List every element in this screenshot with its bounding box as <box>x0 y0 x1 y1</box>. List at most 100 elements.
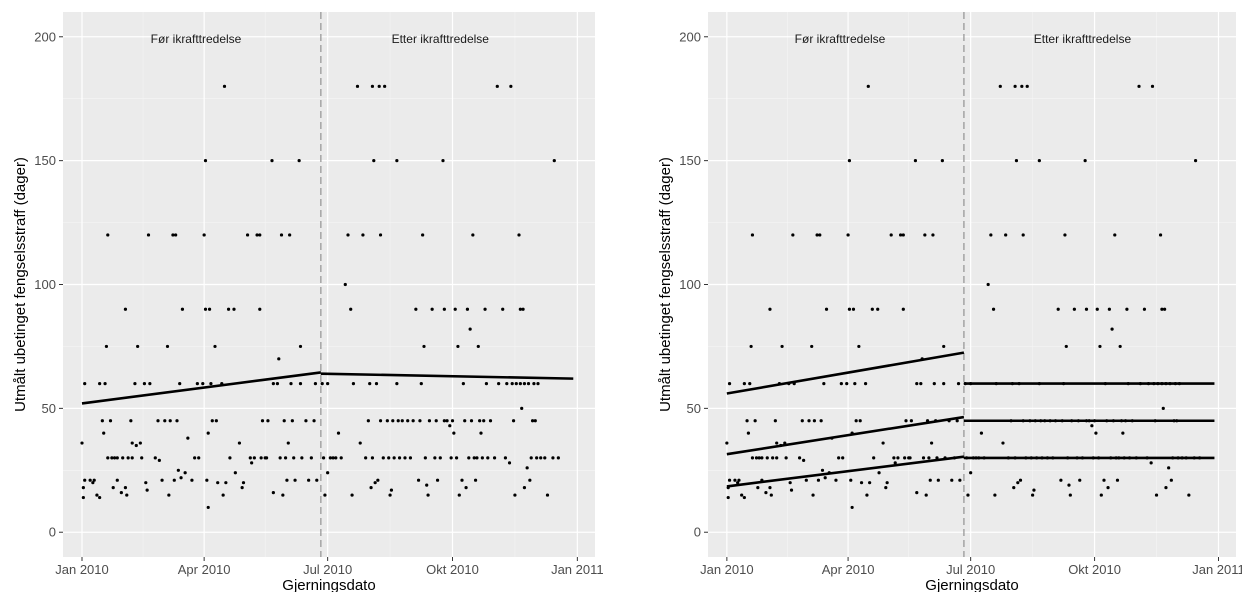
data-point <box>958 478 962 482</box>
data-point <box>433 456 437 460</box>
data-point <box>442 307 446 311</box>
data-point <box>768 307 772 311</box>
data-point <box>289 381 293 386</box>
data-point <box>206 431 210 435</box>
data-point <box>929 441 934 445</box>
data-point <box>126 456 130 460</box>
data-point <box>773 419 777 423</box>
data-point <box>1063 233 1067 237</box>
data-point <box>1098 344 1102 349</box>
fit-line <box>726 351 965 395</box>
data-point <box>1154 493 1159 497</box>
data-point <box>456 344 460 349</box>
data-point <box>784 456 788 460</box>
data-point <box>1016 481 1020 485</box>
data-point <box>195 381 199 386</box>
data-point <box>889 233 893 237</box>
data-point <box>556 456 560 460</box>
data-point <box>180 307 185 311</box>
data-point <box>373 481 377 485</box>
data-point <box>727 478 732 482</box>
data-point <box>374 381 379 386</box>
data-point <box>279 233 284 237</box>
data-point <box>1095 307 1099 311</box>
data-point <box>378 419 383 423</box>
data-point <box>847 307 852 311</box>
data-point <box>857 344 861 349</box>
data-point <box>991 307 996 311</box>
data-point <box>822 381 826 386</box>
data-point <box>275 381 280 386</box>
data-point <box>528 478 532 482</box>
data-point <box>144 481 148 485</box>
data-point <box>298 381 303 386</box>
data-point <box>1004 233 1008 237</box>
data-point <box>178 381 182 386</box>
data-point <box>854 419 858 423</box>
data-point <box>400 419 404 423</box>
data-point <box>349 307 353 311</box>
data-point <box>853 381 857 386</box>
data-point <box>872 456 876 460</box>
data-point <box>1068 493 1072 497</box>
data-point <box>123 307 128 311</box>
data-point <box>530 419 535 423</box>
data-point <box>750 456 755 460</box>
data-point <box>351 381 356 386</box>
data-point <box>331 456 335 460</box>
data-point <box>529 456 533 460</box>
data-point <box>110 456 114 460</box>
data-point <box>863 381 868 386</box>
data-point <box>915 490 919 495</box>
data-point <box>742 495 746 500</box>
data-point <box>748 381 752 386</box>
data-point <box>760 456 764 460</box>
data-point <box>1032 488 1036 492</box>
data-point <box>172 478 176 482</box>
data-point <box>966 493 970 497</box>
data-point <box>241 481 246 485</box>
data-point <box>385 419 389 423</box>
data-point <box>222 84 227 88</box>
data-point <box>323 493 327 497</box>
data-point <box>1001 441 1005 445</box>
data-point <box>881 441 885 445</box>
data-point <box>449 456 453 460</box>
annotation-label: Før ikrafttredelse <box>795 32 886 46</box>
data-point <box>919 381 923 386</box>
data-point <box>283 456 288 460</box>
data-point <box>837 456 841 460</box>
data-point <box>336 431 341 435</box>
x-tick-label: Apr 2010 <box>178 562 231 577</box>
data-point <box>130 456 134 460</box>
data-point <box>95 493 99 497</box>
data-point <box>940 159 944 163</box>
data-point <box>430 307 434 311</box>
data-point <box>213 344 217 349</box>
data-point <box>1167 466 1171 470</box>
data-point <box>923 233 927 237</box>
data-point <box>108 419 113 423</box>
data-point <box>366 419 370 423</box>
data-point <box>259 456 263 460</box>
data-point <box>133 381 137 386</box>
data-point <box>885 481 889 485</box>
data-point <box>171 233 175 237</box>
data-point <box>520 406 524 410</box>
data-point <box>421 233 425 237</box>
data-point <box>1113 233 1117 237</box>
data-point <box>403 456 407 460</box>
data-point <box>1037 159 1041 163</box>
data-point <box>868 481 872 485</box>
y-axis-title: Utmålt ubetinget fengselsstraff (dager) <box>657 157 674 412</box>
data-point <box>328 456 332 460</box>
data-point <box>282 419 286 423</box>
data-point <box>370 84 375 88</box>
x-tick-label: Jan 2011 <box>1192 562 1242 577</box>
data-point <box>1064 344 1068 349</box>
data-point <box>815 233 819 237</box>
data-point <box>932 381 936 386</box>
y-tick-label: 100 <box>34 277 56 292</box>
data-point <box>378 233 383 237</box>
y-tick-label: 100 <box>679 277 701 292</box>
